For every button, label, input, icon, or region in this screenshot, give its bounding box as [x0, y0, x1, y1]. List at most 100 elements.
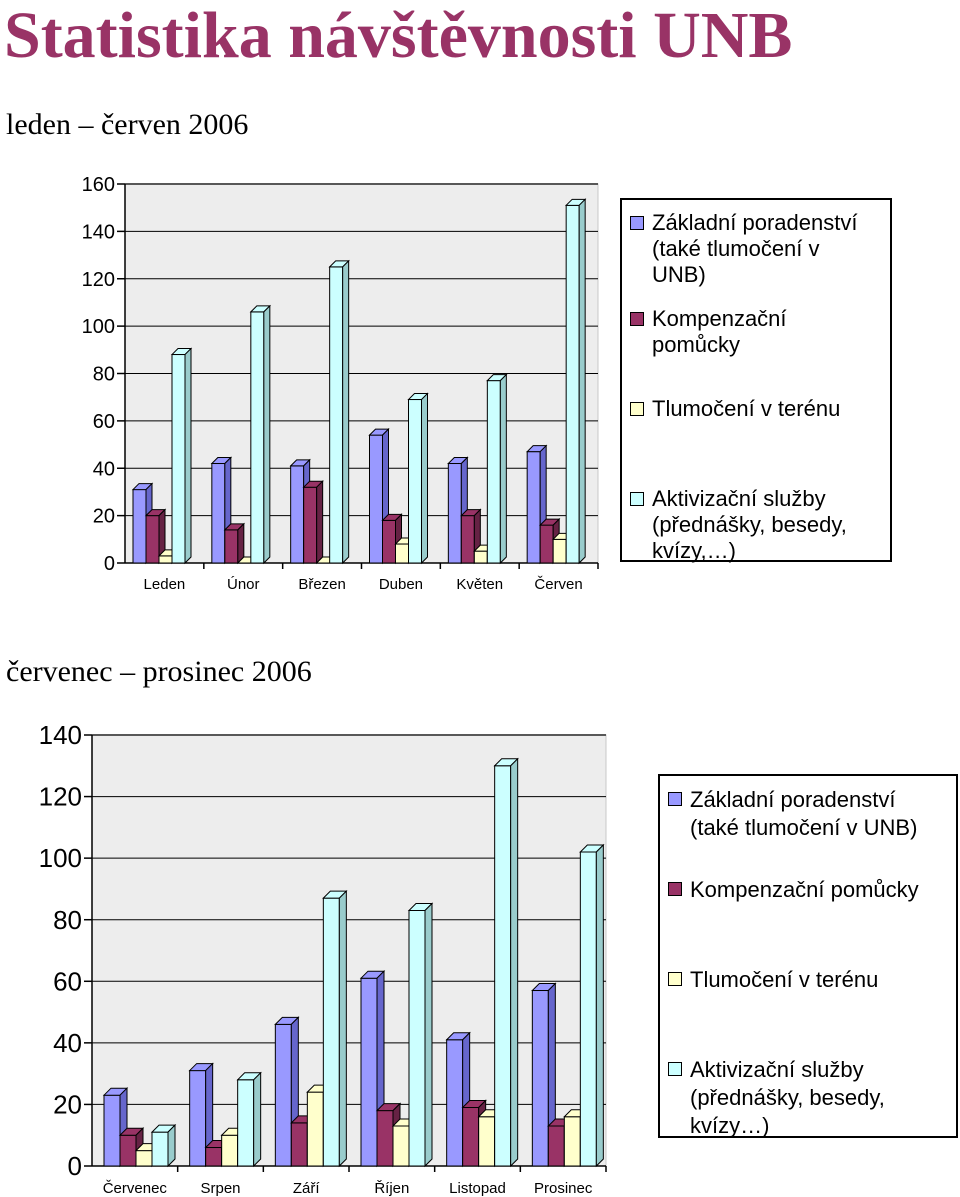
chart1-svg: 0 20 40 60 80 100 120 140 160 Leden Únor Březen Dube…: [82, 174, 599, 593]
chart1-ytick-label: 0: [104, 553, 115, 575]
chart1-category-label: Únor: [227, 576, 260, 593]
chart2-bar-front: [563, 1116, 581, 1167]
chart2-legend-swatch: [668, 792, 682, 806]
chart2-bar-front: [360, 977, 378, 1167]
chart1-bar: [170, 347, 193, 565]
chart2-bar-front: [494, 765, 512, 1167]
chart2-category-label: Červenec: [103, 1180, 168, 1197]
chart2-bar-front: [446, 1039, 464, 1167]
chart2-category-label: Září: [293, 1180, 321, 1197]
chart1-legend-swatch: [630, 492, 644, 506]
chart2-bar-front: [478, 1116, 496, 1167]
chart2-category-label: Listopad: [449, 1180, 506, 1197]
chart2-bar-side: [595, 843, 604, 1168]
chart1-legend-swatch: [630, 402, 644, 416]
chart2-bar-side: [424, 902, 433, 1168]
chart1-legend-label: Kompenzační pomůcky: [652, 306, 884, 358]
chart1-title: leden – červen 2006: [6, 108, 249, 141]
chart1-bar-side: [263, 304, 271, 565]
chart1-legend-swatch: [630, 216, 644, 230]
chart1-bar: [144, 508, 167, 565]
chart1-legend-line: kvízy,…): [652, 538, 736, 563]
chart2-ytick-label: 20: [53, 1090, 82, 1120]
chart2-bar-front: [531, 990, 549, 1167]
chart2-bar-front: [392, 1125, 410, 1167]
chart2-legend-line: Tlumočení v terénu: [690, 967, 879, 992]
chart2-bar-front: [119, 1134, 137, 1167]
chart1-bar: [486, 373, 508, 565]
chart1-category-label: Červen: [534, 576, 582, 593]
chart1-legend-line: (přednášky, besedy,: [652, 512, 847, 537]
chart2-legend-line: Aktivizační služby: [690, 1057, 864, 1082]
chart1-bar: [328, 259, 350, 565]
chart1-legend: Základní poradenství (také tlumočení v UNB…: [620, 198, 892, 564]
chart2-bar-front: [189, 1070, 207, 1167]
chart2-ytick-label: 60: [53, 966, 82, 996]
chart1-bar-side: [184, 347, 192, 565]
chart2-bar: [407, 902, 434, 1168]
chart2-legend-swatch: [668, 882, 682, 896]
chart2-legend-label: Základní poradenství (také tlumočení v UN…: [690, 786, 950, 842]
chart2-bar-front: [103, 1094, 121, 1167]
chart1-bar: [302, 479, 324, 565]
chart2-legend-swatch: [668, 972, 682, 986]
chart1-ytick-label: 100: [82, 316, 115, 338]
chart2-bar-side: [253, 1071, 262, 1168]
chart2-bar-front: [408, 909, 426, 1167]
chart1-bar: [564, 198, 587, 565]
chart1-legend-line: Kompenzační: [652, 306, 787, 331]
page-title: Statistika návštěvnosti UNB: [4, 0, 793, 72]
chart2-category-label: Říjen: [374, 1180, 409, 1197]
chart2-bar: [531, 982, 557, 1168]
chart2-title: červenec – prosinec 2006: [6, 655, 312, 688]
chart1-bar: [223, 522, 246, 565]
chart2-bar: [322, 889, 348, 1168]
chart1-legend-line: Základní poradenství: [652, 210, 858, 235]
chart2-bar-front: [135, 1150, 153, 1167]
chart1-ytick-label: 60: [93, 411, 115, 433]
chart1-legend-line: (také tlumočení v: [652, 236, 820, 261]
chart1-category-label: Květen: [456, 576, 503, 593]
chart2-ytick-label: 80: [53, 905, 82, 935]
chart2-bar: [375, 1102, 402, 1168]
chart2-ytick-label: 120: [39, 782, 82, 812]
chart2-legend-line: (přednášky, besedy,: [690, 1085, 885, 1110]
chart1-bar: [407, 392, 429, 565]
chart1-legend-line: UNB): [652, 262, 706, 287]
chart1-legend-line: Aktivizační služby: [652, 486, 826, 511]
chart2-bar-side: [167, 1123, 176, 1168]
chart2-legend-line: Základní poradenství: [690, 787, 896, 812]
chart2-bar-front: [579, 851, 597, 1167]
chart2-bar: [493, 757, 519, 1168]
chart2-ytick-label: 100: [39, 843, 82, 873]
chart2-ytick-label: 0: [68, 1151, 82, 1181]
chart1-category-label: Březen: [298, 576, 346, 593]
chart2-bar-front: [290, 1122, 308, 1167]
chart2-bar-side: [338, 889, 347, 1168]
chart1-legend-label: Aktivizační služby (přednášky, besedy, kví…: [652, 486, 884, 564]
chart2-bar: [236, 1071, 262, 1168]
chart2-category-label: Prosinec: [534, 1180, 593, 1197]
chart2-legend-swatch: [668, 1062, 682, 1076]
chart1-ytick-label: 80: [93, 364, 115, 386]
chart2-plot-area: [91, 734, 607, 1167]
chart2-ytick-label: 40: [53, 1028, 82, 1058]
chart1-legend-swatch: [630, 312, 644, 326]
chart2-bar-front: [274, 1023, 292, 1167]
chart2-ytick-label: 140: [39, 720, 82, 750]
chart2-bar-side: [510, 757, 519, 1168]
chart1-ytick-label: 20: [93, 506, 115, 528]
chart2-legend-label: Kompenzační pomůcky: [690, 876, 950, 904]
chart2-bar-front: [322, 897, 340, 1167]
chart1-bar-side: [421, 392, 428, 565]
chart1-ytick-label: 140: [82, 221, 115, 243]
chart2-legend-label: Aktivizační služby (přednášky, besedy, kví…: [690, 1056, 950, 1140]
chart2-bar-front: [151, 1131, 169, 1167]
chart2-bar-front: [306, 1091, 324, 1167]
chart2-legend-line: Kompenzační pomůcky: [690, 877, 919, 902]
chart1-ytick-label: 160: [82, 174, 115, 196]
chart1-bar-side: [578, 198, 586, 565]
chart2-category-label: Srpen: [200, 1180, 240, 1197]
chart2-bar: [188, 1062, 214, 1168]
